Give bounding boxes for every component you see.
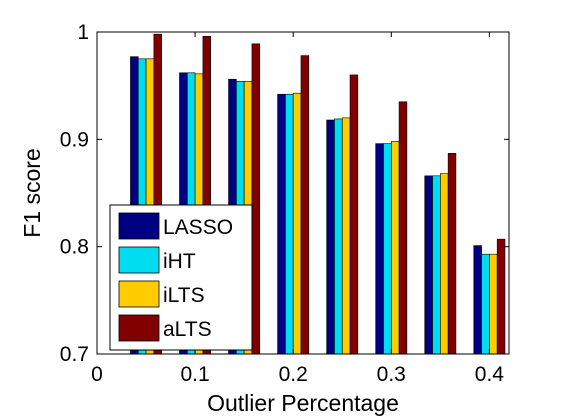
bar-lasso-6 (424, 175, 433, 355)
bar-lasso-5 (375, 143, 384, 355)
x-tick-label-3: 0.3 (377, 363, 406, 386)
bar-iht-6 (432, 175, 441, 355)
legend: LASSO iHT iLTS aLTS (109, 204, 253, 351)
x-tick-label-4: 0.4 (475, 363, 505, 386)
bar-alts-5 (398, 101, 408, 355)
axes-group (96, 31, 510, 355)
bar-ilts-5 (390, 141, 400, 355)
bar-ilts-3 (292, 92, 302, 355)
bar-alts-2 (251, 43, 261, 355)
bar-ilts-6 (440, 173, 449, 355)
x-tick-label-2: 0.2 (279, 363, 308, 386)
x-axis-label: Outlier Percentage (207, 390, 399, 416)
bar-ilts-4 (341, 117, 351, 355)
bar-ilts-7 (489, 253, 498, 355)
bar-alts-6 (447, 152, 457, 355)
legend-label-iht: iHT (163, 250, 196, 273)
y-axis-label: F1 score (19, 148, 45, 237)
y-tick-label-2: 0.9 (60, 128, 89, 151)
bar-lasso-7 (473, 245, 482, 355)
legend-swatch-iht (118, 246, 160, 274)
legend-swatch-alts (118, 314, 160, 342)
bar-iht-7 (481, 253, 490, 355)
legend-label-alts: aLTS (163, 318, 212, 341)
legend-label-ilts: iLTS (163, 284, 205, 307)
x-tick-label-1: 0.1 (180, 363, 209, 386)
bar-lasso-4 (326, 119, 335, 355)
bar-lasso-3 (277, 93, 286, 355)
bar-alts-3 (300, 55, 310, 355)
plot-frame (96, 31, 510, 355)
y-tick-label-1: 0.8 (60, 236, 89, 259)
legend-label-lasso: LASSO (163, 216, 233, 239)
bar-alts-7 (496, 238, 506, 355)
bar-alts-4 (349, 74, 359, 355)
x-tick-label-0: 0 (91, 363, 103, 386)
y-tick-label-3: 1 (77, 21, 89, 44)
bar-iht-5 (383, 143, 392, 355)
legend-swatch-lasso (118, 212, 160, 240)
tick-labels-group: 0 0.1 0.2 0.3 0.4 0.7 0.8 0.9 1 (60, 21, 504, 386)
legend-swatch-ilts (118, 280, 160, 308)
bar-iht-4 (334, 118, 343, 355)
bar-iht-3 (285, 93, 294, 355)
y-tick-label-0: 0.7 (60, 343, 89, 366)
